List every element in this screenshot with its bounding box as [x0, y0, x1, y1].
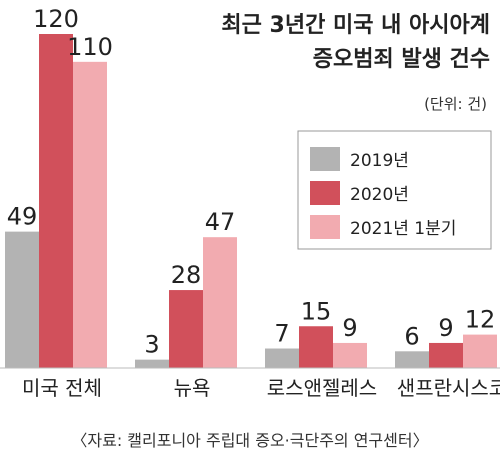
value-label-3-series-1: 7: [274, 320, 289, 348]
bar-2-series-1: [135, 359, 169, 368]
value-label-3-series-2: 15: [301, 297, 332, 325]
legend-swatch-2: [310, 181, 340, 205]
bar-3-series-2: [299, 326, 333, 368]
bar-3-series-1: [265, 348, 299, 368]
legend-swatch-1: [310, 147, 340, 171]
chart-title-line-2: 증오범죄 발생 건수: [313, 47, 490, 72]
category-label-3: 로스앤젤레스: [267, 376, 377, 400]
legend-label-1: 2019년: [350, 151, 409, 171]
value-label-4-series-2: 9: [438, 314, 453, 342]
category-label-4: 샌프란시스코: [397, 376, 500, 400]
legend-label-2: 2020년: [350, 185, 409, 205]
value-label-4-series-3: 12: [465, 306, 496, 334]
bar-1-series-2: [39, 34, 73, 368]
category-label-2: 뉴욕: [174, 376, 211, 400]
bar-1-series-3: [73, 61, 107, 368]
category-label-1: 미국 전체: [22, 376, 102, 400]
bars-group: [5, 34, 497, 368]
chart-title: 최근 3년간 미국 내 아시아계 증오범죄 발생 건수: [221, 13, 490, 72]
category-labels-group: 미국 전체 뉴욕 로스앤젤레스 샌프란시스코: [22, 376, 500, 400]
value-label-2-series-1: 3: [144, 331, 159, 359]
chart-title-line-1: 최근 3년간 미국 내 아시아계: [221, 13, 490, 38]
bar-4-series-3: [463, 334, 497, 368]
value-label-1-series-3: 110: [67, 33, 113, 61]
value-label-1-series-2: 120: [33, 5, 79, 33]
bar-1-series-1: [5, 231, 39, 368]
unit-label: (단위: 건): [424, 95, 487, 113]
bar-4-series-2: [429, 342, 463, 368]
bar-2-series-3: [203, 237, 237, 368]
value-label-3-series-3: 9: [342, 314, 357, 342]
value-label-2-series-2: 28: [171, 261, 202, 289]
bar-4-series-1: [395, 351, 429, 368]
bar-3-series-3: [333, 342, 367, 368]
legend: 2019년 2020년 2021년 1분기: [297, 130, 492, 250]
bar-2-series-2: [169, 290, 203, 368]
legend-swatch-3: [310, 215, 340, 239]
legend-label-3: 2021년 1분기: [350, 219, 456, 239]
source-note: 〈자료: 캘리포니아 주립대 증오·극단주의 연구센터〉: [71, 431, 428, 450]
value-label-4-series-1: 6: [404, 322, 419, 350]
value-label-1-series-1: 49: [7, 203, 38, 231]
value-label-2-series-3: 47: [205, 208, 236, 236]
